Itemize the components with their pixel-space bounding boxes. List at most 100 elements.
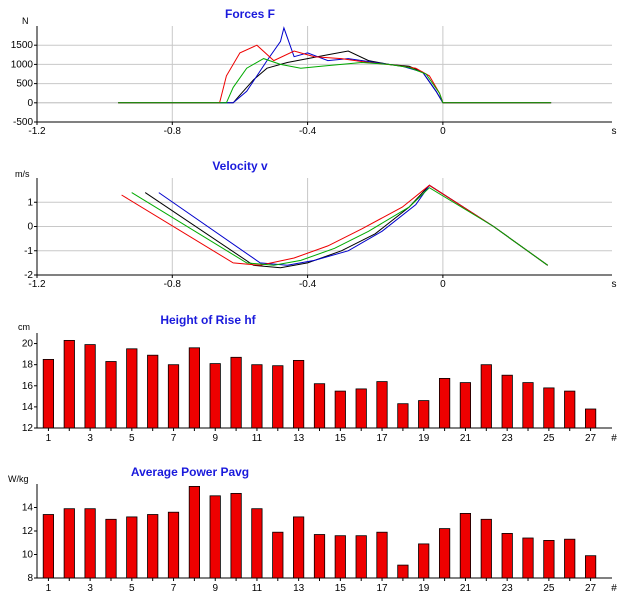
x-tick-label: 15 (335, 583, 347, 594)
bar-14 (313, 383, 326, 429)
y-tick-label: 14 (22, 503, 34, 514)
series-line-4 (118, 58, 552, 104)
x-tick-label: -0.8 (164, 279, 182, 290)
bar-27 (585, 408, 597, 429)
series-line-1 (118, 50, 552, 104)
chart-title: Velocity v (212, 159, 268, 173)
bar-15 (334, 535, 346, 579)
chart-title: Height of Rise hf (160, 313, 256, 327)
y-tick-label: 1 (27, 197, 33, 208)
x-tick-label: 17 (376, 583, 388, 594)
bar-18 (397, 564, 409, 579)
bar-11 (251, 508, 263, 579)
bar-26 (564, 538, 576, 579)
x-tick-label: 13 (293, 433, 305, 444)
y-tick-label: 10 (22, 550, 34, 561)
y-tick-label: 12 (22, 526, 34, 537)
y-axis-unit: cm (18, 322, 30, 332)
bar-9 (209, 363, 221, 429)
x-tick-label: 23 (502, 433, 514, 444)
y-axis-unit: N (22, 16, 29, 26)
bar-8 (188, 347, 200, 429)
x-tick-label: 5 (129, 433, 135, 444)
series-line-3 (118, 44, 552, 104)
bar-16 (355, 535, 367, 579)
bar-14 (313, 534, 326, 579)
bar-15 (334, 390, 346, 429)
x-tick-label: -0.4 (299, 279, 317, 290)
bar-23 (501, 374, 513, 429)
bar-1 (42, 514, 55, 579)
x-tick-label: 5 (129, 583, 135, 594)
series-line-4 (131, 187, 548, 266)
bar-9 (209, 495, 221, 579)
x-tick-label: -1.2 (28, 279, 46, 290)
bar-21 (459, 382, 472, 429)
x-tick-label: 3 (87, 583, 93, 594)
bar-4 (105, 361, 117, 429)
x-tick-label: 27 (585, 583, 597, 594)
bar-10 (230, 356, 242, 429)
bar-16 (355, 388, 367, 429)
bar-17 (376, 531, 388, 579)
series-line-3 (121, 184, 548, 266)
x-tick-label: 7 (171, 583, 177, 594)
grid-lines (36, 26, 612, 123)
y-tick-label: 0 (27, 222, 33, 233)
x-tick-label: 1 (46, 583, 52, 594)
bar-18 (397, 403, 409, 429)
x-tick-label: 23 (502, 583, 514, 594)
x-tick-label: 9 (212, 583, 218, 594)
bar-6 (147, 354, 159, 429)
x-tick-label: 9 (212, 433, 218, 444)
x-tick-label: 0 (440, 126, 446, 137)
bar-21 (459, 513, 472, 579)
x-tick-label: 3 (87, 433, 93, 444)
bar-26 (564, 390, 576, 429)
bar-25 (543, 540, 555, 579)
y-tick-label: 1000 (11, 59, 34, 70)
x-axis-unit: s (612, 279, 617, 290)
bar-12 (272, 531, 284, 579)
grid-lines (36, 178, 612, 276)
bar-22 (480, 364, 492, 429)
x-axis-unit: # (611, 433, 617, 444)
bar-1 (42, 358, 55, 429)
velocity-chart: Velocity v m/s -2 -1 0 1 -1.2 -0.8 -0.4 0 s (15, 159, 617, 290)
forces-chart: Forces F N -500 0 500 1000 1500 -1.2 -0.8 -0.4 0 s (11, 7, 617, 137)
bar-6 (147, 514, 159, 579)
bar-7 (167, 511, 180, 579)
bar-5 (126, 516, 138, 579)
bar-13 (292, 516, 305, 579)
y-axis-unit: W/kg (8, 474, 29, 484)
bar-27 (585, 555, 597, 579)
y-tick-label: -1 (24, 246, 33, 257)
bar-19 (418, 543, 430, 579)
x-tick-label: 25 (543, 583, 555, 594)
chart-title: Average Power Pavg (131, 465, 249, 479)
y-tick-label: -2 (24, 270, 33, 281)
bar-5 (126, 348, 138, 429)
y-tick-label: 12 (22, 423, 34, 434)
y-tick-label: 500 (16, 79, 33, 90)
x-tick-label: 1 (46, 433, 52, 444)
x-tick-label: 21 (460, 433, 472, 444)
x-tick-label: -0.8 (164, 126, 182, 137)
x-tick-label: 19 (418, 433, 430, 444)
x-axis-unit: s (612, 126, 617, 137)
bar-20 (438, 528, 451, 579)
bar-8 (188, 485, 200, 579)
y-tick-label: 20 (22, 339, 34, 350)
bar-3 (84, 508, 96, 579)
x-tick-label: 13 (293, 583, 305, 594)
bar-12 (272, 365, 284, 429)
y-axis-unit: m/s (15, 169, 30, 179)
bar-3 (84, 344, 96, 429)
bar-10 (230, 492, 242, 579)
y-tick-label: 8 (27, 573, 33, 584)
y-tick-label: 18 (22, 360, 34, 371)
bar-7 (167, 364, 180, 429)
